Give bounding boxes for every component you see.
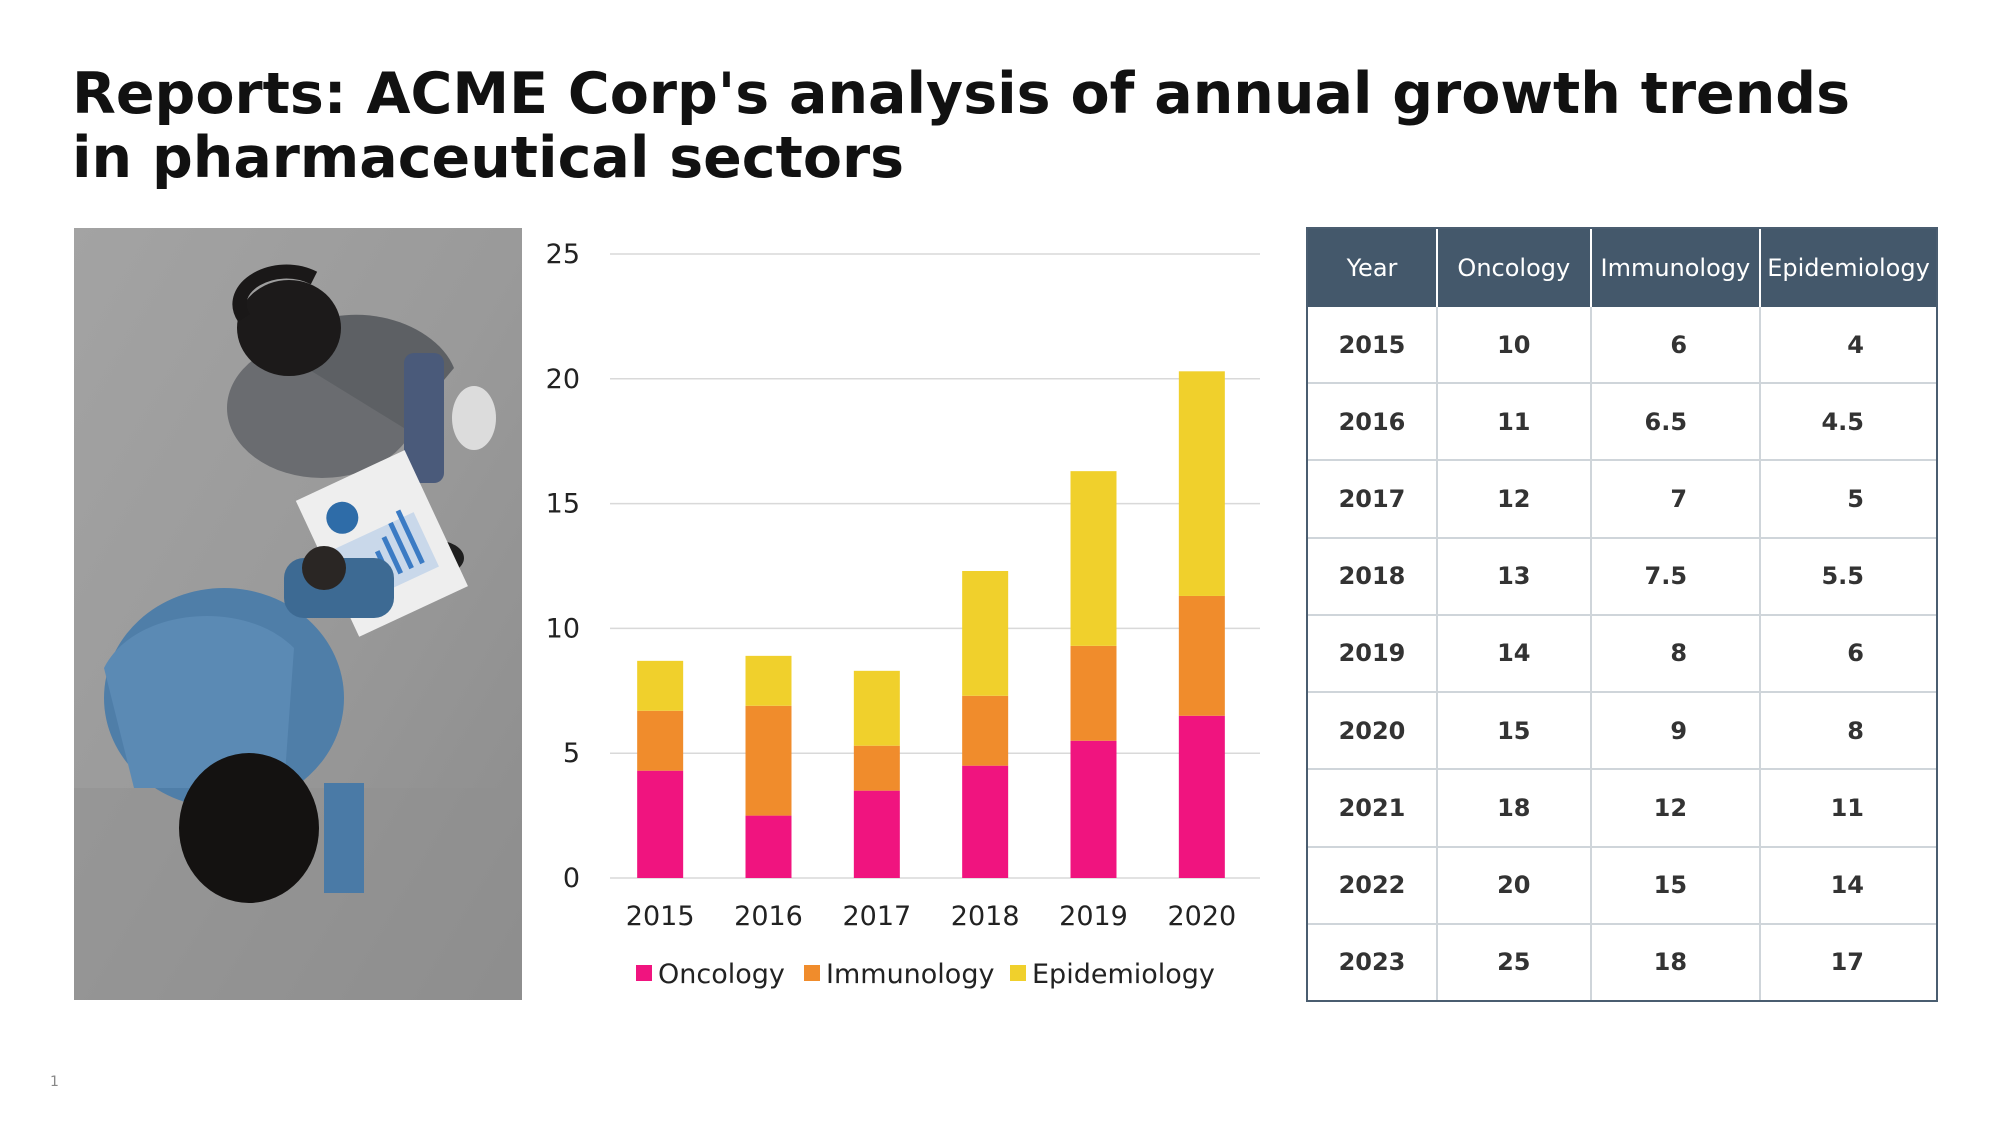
table-row: 2018 13 7.5 5.5 [1308,537,1936,616]
x-tick-label: 2015 [626,901,695,932]
table-cell-epidemiology: 17 [1830,948,1864,977]
table-cell-year: 2018 [1308,537,1438,616]
table-row: 2023 25 18 17 [1308,923,1936,1000]
table-cell-oncology: 15 [1436,692,1592,771]
growth-data-table: Year Oncology Immunology Epidemiology 20… [1308,229,1936,1000]
legend-label-immunology: Immunology [826,959,994,990]
y-tick-label: 0 [563,863,580,894]
table-row: 2015 10 6 4 [1308,307,1936,385]
header-epidemiology: Epidemiology [1760,229,1936,307]
table-row: 2022 20 15 14 [1308,846,1936,925]
table-cell-immunology: 18 [1590,923,1762,1000]
table-row: 2019 14 8 6 [1308,614,1936,694]
legend-swatch-oncology [636,965,652,981]
table-cell-year: 2021 [1308,769,1438,848]
table-cell-immunology: 15 [1590,846,1762,925]
y-tick-label: 5 [563,738,580,769]
table-cell-oncology: 13 [1436,537,1592,616]
table-cell-epidemiology: 4 [1760,307,1936,385]
x-tick-label: 2017 [842,901,911,932]
slide-title: Reports: ACME Corp's analysis of annual … [72,61,1851,191]
x-tick-label: 2019 [1059,901,1128,932]
legend-label-epidemiology: Epidemiology [1032,959,1215,990]
bar-oncology-2015 [637,770,684,878]
x-tick-label: 2016 [734,901,803,932]
table-cell-oncology: 12 [1436,460,1592,539]
bar-immunology-2020 [1178,595,1225,716]
bar-oncology-2016 [745,815,792,878]
bar-oncology-2018 [962,765,1009,878]
table-row: 2017 12 7 5 [1308,460,1936,539]
table-cell-oncology: 25 [1436,923,1592,1000]
bar-epidemiology-2020 [1178,371,1225,596]
bar-epidemiology-2017 [853,670,900,746]
bar-immunology-2018 [962,695,1009,766]
legend-swatch-epidemiology [1010,965,1026,981]
table-cell-oncology: 10 [1436,307,1592,385]
bar-epidemiology-2015 [637,660,684,711]
header-immunology: Immunology [1590,229,1762,307]
bar-immunology-2017 [853,745,900,791]
chart-canvas: 0 5 10 15 20 25 2015 2016 2017 2018 2019 2020 Oncolo… [546,239,1260,990]
legend-label-oncology: Oncology [658,959,785,990]
table-cell-epidemiology: 5 [1760,460,1936,539]
x-tick-label: 2020 [1167,901,1236,932]
photo-illustration [74,228,522,1000]
bar-immunology-2016 [745,705,792,816]
table-cell-epidemiology: 11 [1760,769,1936,848]
table-cell-year: 2022 [1308,846,1438,925]
header-year: Year [1308,229,1438,307]
table-cell-year: 2017 [1308,460,1438,539]
bar-oncology-2017 [853,790,900,878]
data-table-container: Year Oncology Immunology Epidemiology 20… [1306,227,1938,1002]
bar-oncology-2020 [1178,715,1225,878]
table-cell-immunology: 6.5 [1590,383,1762,462]
legend-swatch-immunology [804,965,820,981]
table-cell-oncology: 14 [1436,614,1592,694]
table-cell-oncology: 11 [1436,383,1592,462]
bar-epidemiology-2019 [1070,471,1117,646]
stacked-bar-chart: 0 5 10 15 20 25 2015 2016 2017 2018 2019 2020 Oncolo… [530,228,1270,1028]
photo-two-people-reviewing-report [74,228,522,1000]
table-cell-oncology: 20 [1436,846,1592,925]
table-cell-immunology: 7.5 [1590,537,1762,616]
table-cell-year: 2016 [1308,383,1438,462]
table-cell-epidemiology: 6 [1760,614,1936,694]
table-cell-year: 2019 [1308,614,1438,694]
table-cell-immunology: 12 [1590,769,1762,848]
bar-epidemiology-2016 [745,655,792,706]
table-cell-epidemiology: 4.5 [1760,383,1936,462]
table-cell-immunology: 9 [1590,692,1762,771]
table-cell-year: 2020 [1308,692,1438,771]
y-tick-label: 25 [546,239,580,270]
page-number: 1 [50,1074,59,1090]
table-row: 2020 15 9 8 [1308,692,1936,771]
header-oncology: Oncology [1436,229,1592,307]
table-cell-year: 2023 [1308,923,1438,1000]
table-header-row: Year Oncology Immunology Epidemiology [1308,229,1936,307]
bar-immunology-2015 [637,710,684,771]
bar-epidemiology-2018 [962,570,1009,696]
table-cell-epidemiology: 5.5 [1760,537,1936,616]
table-cell-epidemiology: 14 [1760,846,1936,925]
table-cell-immunology: 7 [1590,460,1762,539]
table-cell-epidemiology: 8 [1760,692,1936,771]
table-cell-immunology: 6 [1590,307,1762,385]
y-tick-label: 20 [546,364,580,395]
y-tick-label: 15 [546,489,580,520]
x-tick-label: 2018 [951,901,1020,932]
bar-immunology-2019 [1070,645,1117,741]
table-row: 2021 18 12 11 [1308,769,1936,848]
table-cell-immunology: 8 [1590,614,1762,694]
table-cell-year: 2015 [1308,307,1438,385]
table-row: 2016 11 6.5 4.5 [1308,383,1936,462]
y-tick-label: 10 [546,613,580,644]
bar-oncology-2019 [1070,740,1117,878]
table-cell-oncology: 18 [1436,769,1592,848]
